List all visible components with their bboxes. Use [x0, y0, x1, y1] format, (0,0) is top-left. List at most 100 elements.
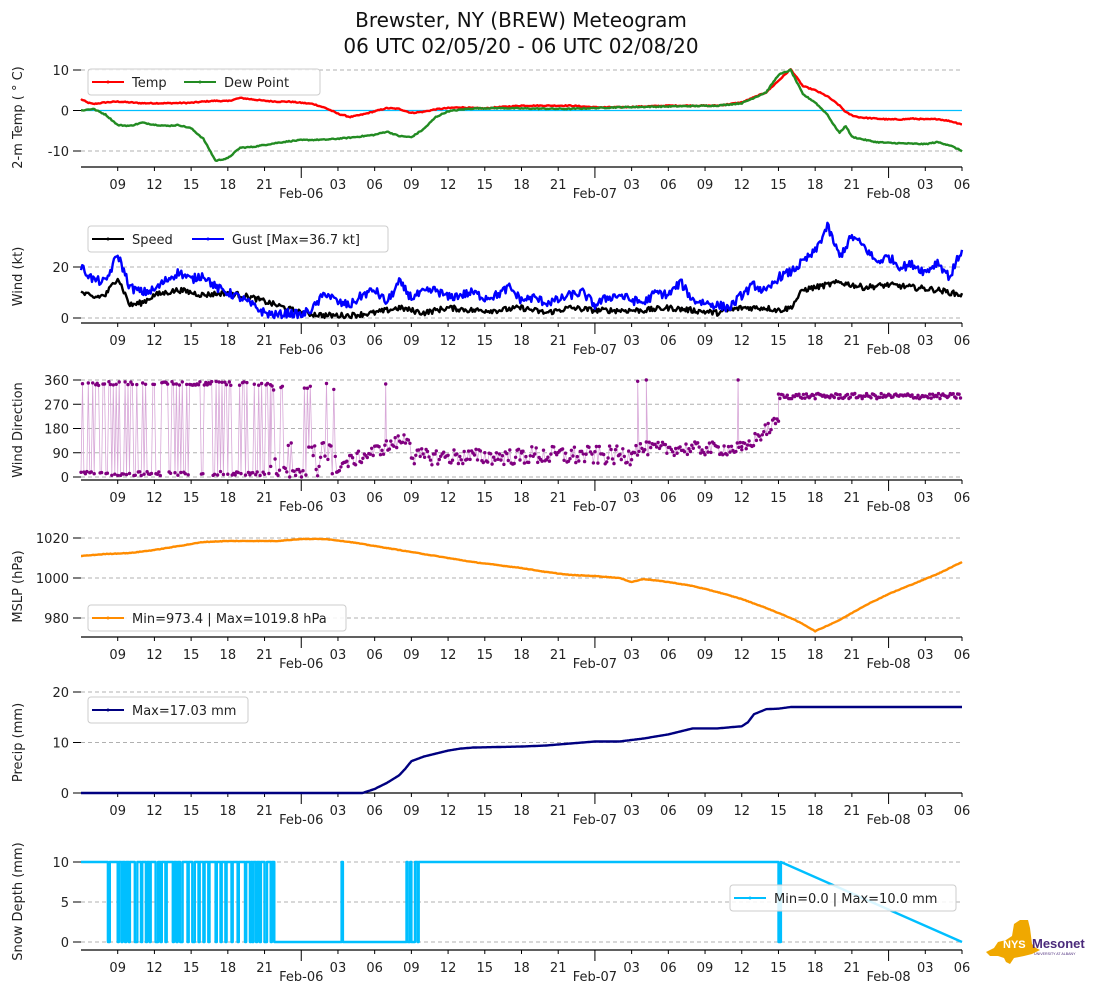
x-major-tick-label: Feb-07: [573, 813, 617, 828]
direction-point: [333, 454, 337, 459]
x-tick-label: 06: [660, 178, 677, 193]
direction-point: [356, 449, 361, 453]
x-tick-label: 06: [660, 491, 677, 506]
direction-point: [455, 452, 459, 456]
direction-point: [622, 454, 626, 459]
direction-point: [804, 392, 809, 396]
x-tick-label: 12: [733, 334, 750, 349]
direction-point: [141, 381, 145, 385]
legend-label: Speed: [132, 233, 173, 248]
x-tick-label: 09: [109, 334, 126, 349]
direction-point: [859, 394, 863, 398]
direction-point: [760, 433, 764, 437]
legend-mslp: Min=973.4 | Max=1019.8 hPa: [87, 604, 347, 632]
x-tick-label: 06: [954, 804, 971, 819]
x-major-tick-label: Feb-08: [866, 970, 910, 985]
x-tick-label: 18: [513, 961, 530, 976]
direction-point: [458, 454, 462, 459]
direction-point: [726, 444, 731, 449]
direction-point: [563, 451, 568, 455]
x-tick-label: 03: [330, 491, 347, 506]
direction-point: [957, 392, 961, 396]
direction-point: [135, 382, 139, 387]
direction-point: [863, 394, 867, 398]
x-tick-label: 03: [623, 648, 640, 663]
x-tick-label: 09: [109, 961, 126, 976]
direction-point: [298, 470, 302, 474]
direction-point: [743, 441, 747, 445]
direction-point: [212, 472, 217, 476]
x-tick-label: 18: [220, 178, 237, 193]
x-tick-label: 15: [770, 178, 787, 193]
y-tick-label: -10: [48, 145, 69, 160]
x-tick-label: 03: [917, 648, 934, 663]
direction-point: [236, 470, 240, 475]
direction-point: [310, 445, 314, 449]
direction-point: [420, 447, 424, 451]
direction-point: [138, 470, 142, 474]
x-tick-label: 21: [256, 648, 273, 663]
direction-point: [459, 458, 463, 462]
legend-temp: Temp Dew Point: [87, 68, 321, 96]
x-tick-label: 21: [256, 804, 273, 819]
direction-point: [237, 383, 242, 387]
direction-point: [747, 439, 751, 443]
direction-point: [368, 452, 372, 456]
x-major-tick-label: Feb-06: [279, 813, 323, 828]
x-tick-label: 03: [623, 491, 640, 506]
direction-point: [370, 446, 374, 450]
direction-point: [530, 445, 534, 449]
x-tick-label: 09: [697, 961, 714, 976]
logo-nys-text: NYS: [1003, 939, 1026, 951]
direction-point: [308, 384, 312, 388]
series-line-temp: [80, 67, 963, 126]
direction-point: [110, 473, 114, 477]
direction-point: [869, 396, 873, 400]
legend-box: [87, 225, 389, 253]
direction-point: [663, 442, 668, 447]
direction-point: [475, 458, 480, 462]
y-axis-label: MSLP (hPa): [11, 550, 26, 622]
y-tick-label: 5: [61, 896, 69, 911]
direction-point: [427, 455, 431, 459]
direction-point: [456, 461, 461, 466]
direction-point: [378, 453, 383, 457]
direction-point: [562, 458, 566, 462]
direction-point: [716, 445, 720, 449]
x-tick-label: 03: [917, 334, 934, 349]
x-tick-label: 18: [220, 804, 237, 819]
x-tick-label: 18: [807, 491, 824, 506]
direction-point: [528, 454, 532, 458]
direction-point: [757, 434, 762, 438]
x-tick-label: 03: [917, 178, 934, 193]
x-tick-label: 12: [440, 804, 457, 819]
direction-point: [591, 461, 596, 465]
direction-point: [619, 457, 623, 462]
direction-point: [80, 382, 85, 386]
direction-point: [958, 396, 963, 400]
direction-point: [769, 428, 773, 432]
x-tick-label: 18: [513, 178, 530, 193]
x-tick-label: 03: [623, 334, 640, 349]
x-major-tick-label: Feb-06: [279, 187, 323, 202]
direction-point: [753, 431, 757, 436]
x-tick-label: 18: [220, 961, 237, 976]
direction-point: [79, 470, 83, 474]
direction-point: [512, 461, 516, 466]
x-tick-label: 15: [770, 491, 787, 506]
x-tick-label: 03: [623, 178, 640, 193]
x-tick-label: 03: [330, 334, 347, 349]
direction-point: [707, 441, 712, 445]
legend-precip: Max=17.03 mm: [87, 696, 249, 724]
x-major-tick-label: Feb-07: [573, 343, 617, 358]
direction-point: [317, 464, 321, 469]
direction-point: [646, 453, 650, 457]
direction-point: [198, 380, 202, 384]
direction-point: [442, 450, 446, 454]
direction-point: [465, 457, 469, 461]
direction-point: [486, 460, 490, 464]
x-tick-label: 09: [697, 648, 714, 663]
x-tick-label: 06: [954, 648, 971, 663]
x-tick-label: 06: [954, 491, 971, 506]
direction-point: [449, 461, 453, 465]
